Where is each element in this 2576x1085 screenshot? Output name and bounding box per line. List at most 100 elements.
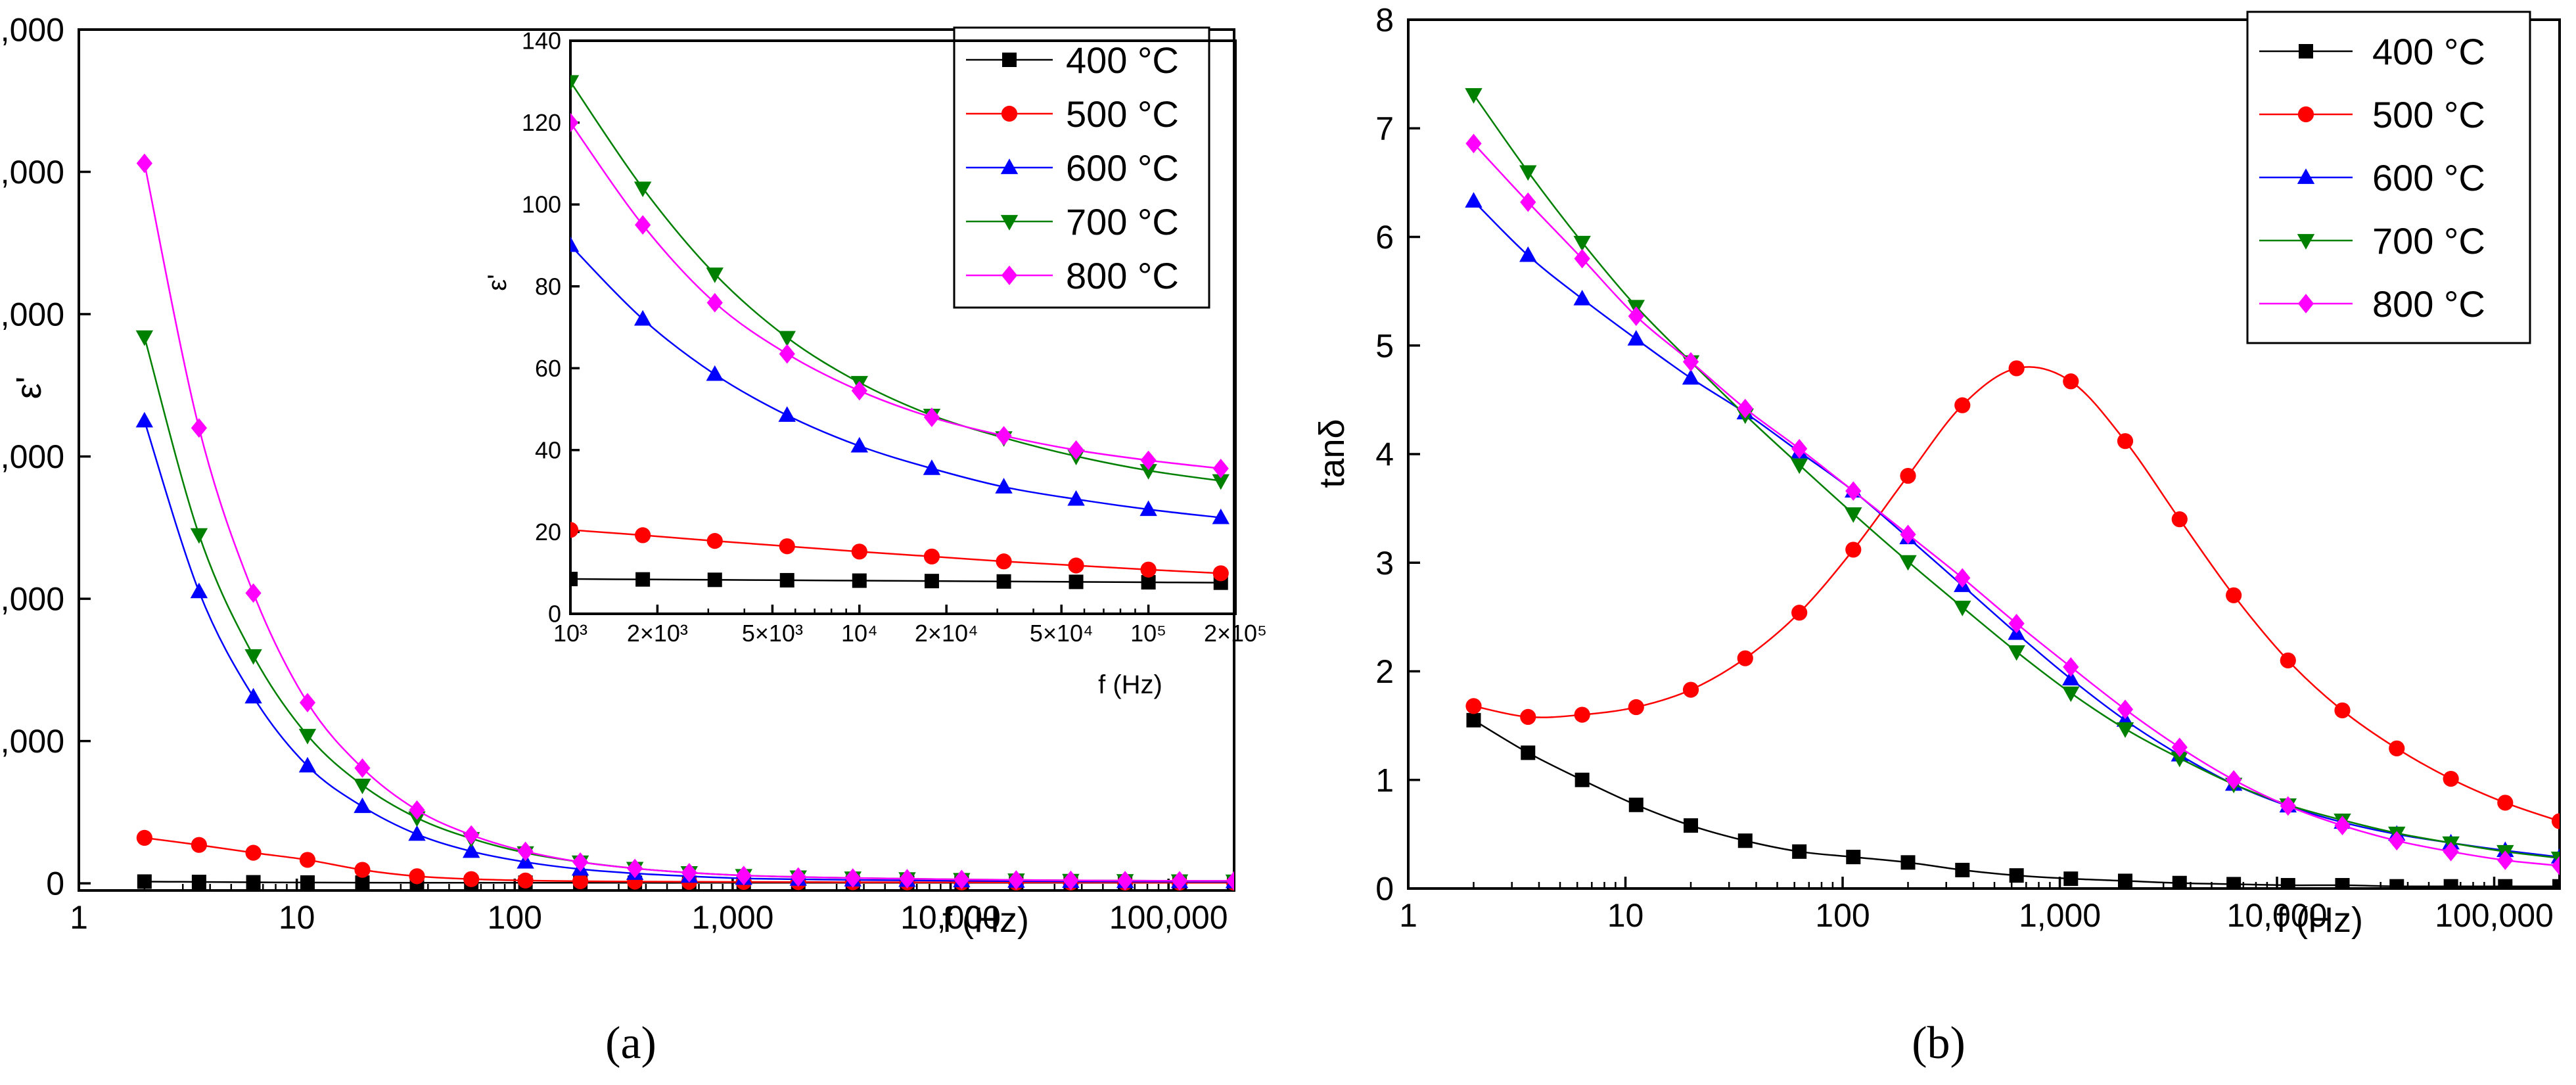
a-main-legend-label-800c: 800 °C xyxy=(1066,255,1179,296)
b-main-series-400c-point xyxy=(2226,877,2242,889)
b-main-series-800c-point xyxy=(1520,192,1536,212)
b-main-legend-marker-400c xyxy=(2299,44,2313,58)
a-inset-series-400c-point xyxy=(779,572,794,588)
a-main-x-tick-label: 10,000 xyxy=(900,899,1001,936)
a-main-series-800c-point xyxy=(790,867,806,887)
a-main-series-400c-point xyxy=(191,875,206,890)
b-main-x-tick-label: 100 xyxy=(1815,897,1870,934)
a-inset-series-500c-point xyxy=(923,548,940,565)
b-main-series-400c-point xyxy=(1846,850,1861,865)
b-main-x-axis-title: f (Hz) xyxy=(2276,900,2363,940)
a-inset-y-tick-label: 20 xyxy=(535,519,561,545)
b-main-series-800c-point xyxy=(2117,699,2134,720)
a-main-x-tick-label: 100,000 xyxy=(1109,899,1228,936)
a-main-legend-marker-600c xyxy=(1000,158,1019,174)
a-inset-x-tick-label: 10⁵ xyxy=(1130,620,1166,647)
a-inset-series-600c-point xyxy=(1067,490,1085,506)
b-main-series-700c-point xyxy=(2008,645,2025,661)
b-main-y-tick-label: 3 xyxy=(1375,545,1394,582)
a-main-series-500c-point xyxy=(354,862,371,878)
a-inset-series-600c-line xyxy=(570,244,1221,519)
a-inset-y-tick-label: 60 xyxy=(535,355,561,382)
b-main-series-700c-point xyxy=(1519,165,1537,181)
b-main-series-800c-point xyxy=(2226,770,2242,790)
a-inset-series-500c-point xyxy=(1140,561,1157,578)
a-main-y-tick-label: 12,000 xyxy=(0,12,64,49)
b-main-series-500c-point xyxy=(2551,813,2560,829)
b-main-series-700c-point xyxy=(1899,555,1917,571)
b-main-series-400c-point xyxy=(2389,879,2404,889)
b-main-series-400c-point xyxy=(2552,879,2560,889)
panel-b-label: (b) xyxy=(1912,1018,1966,1069)
b-main-series-800c-point xyxy=(2280,796,2296,816)
a-inset-y-tick-label: 0 xyxy=(548,601,561,628)
a-main-series-700c-point xyxy=(244,649,262,665)
a-inset-x-tick-label: 2×10³ xyxy=(627,620,688,647)
a-inset-series-400c-point xyxy=(635,572,651,587)
b-main-series-400c-point xyxy=(1955,862,1970,877)
a-main-series-800c-point xyxy=(354,758,371,778)
a-inset-series-700c-point xyxy=(1139,464,1157,480)
panel-a-inset-chart: 10³ 2×10³ 5×10³ 10⁴ 2×10⁴ 5×10⁴ 10⁵ 2×10⁵ 0 20 40 6… xyxy=(483,28,1267,699)
a-main-series-500c-point xyxy=(463,871,480,887)
a-inset-series-600c-point xyxy=(633,310,652,326)
b-main-series-700c-point xyxy=(2062,686,2080,703)
b-main-series-500c-point xyxy=(2334,702,2351,719)
b-main-y-tick-label: 8 xyxy=(1375,2,1394,39)
a-main-legend-label-700c: 700 °C xyxy=(1066,201,1179,242)
a-main-y-tick-label: 8,000 xyxy=(0,296,64,333)
a-inset-y-tick-label: 100 xyxy=(522,191,561,218)
a-main-series-600c-point xyxy=(408,825,426,841)
b-main-series-800c-point xyxy=(1628,306,1644,326)
b-main-x-tick-label: 10,000 xyxy=(2227,897,2328,934)
a-main-series-500c-point xyxy=(136,829,152,846)
a-inset-series-500c-point xyxy=(1212,565,1229,582)
a-inset-series-400c-point xyxy=(852,573,867,588)
b-main-series-500c-point xyxy=(1954,397,1971,413)
b-main-x-tick-label: 1,000 xyxy=(2019,897,2101,934)
a-main-series-600c-line xyxy=(143,421,1234,883)
a-main-series-500c-point xyxy=(245,844,262,861)
b-main-series-400c-point xyxy=(2498,879,2513,889)
a-inset-series-800c-point xyxy=(1068,440,1084,460)
a-inset-series-500c-line xyxy=(570,529,1221,574)
b-main-series-800c-point xyxy=(2008,613,2025,634)
a-main-series-800c-point xyxy=(1008,870,1024,890)
a-main-series-800c-point xyxy=(1116,871,1134,890)
b-main-series-800c-point xyxy=(2551,856,2560,876)
b-main-series-800c-point xyxy=(2497,850,2514,870)
b-main-series-500c-point xyxy=(2389,740,2405,756)
a-inset-y-tick-label: 140 xyxy=(522,28,561,55)
a-main-series-800c-point xyxy=(463,825,480,845)
a-inset-series-400c-line xyxy=(570,578,1221,584)
b-main-series-400c-point xyxy=(2172,875,2187,889)
a-main-series-500c-point xyxy=(572,873,589,890)
a-inset-series-600c-point xyxy=(850,436,869,453)
b-main-series-700c-point xyxy=(1573,235,1591,252)
a-inset-x-tick-label: 5×10³ xyxy=(742,620,803,647)
b-main-legend-label-800c: 800 °C xyxy=(2372,283,2485,325)
b-main-series-400c-point xyxy=(1628,797,1644,812)
a-inset-series-800c-point xyxy=(570,112,579,133)
b-main-series-800c-point xyxy=(1845,481,1862,501)
b-main-series-800c-point xyxy=(2063,657,2079,677)
a-main-y-tick-label: 0 xyxy=(46,866,64,902)
a-inset-y-tick-label: 120 xyxy=(522,109,561,136)
b-main-x-tick-label: 10 xyxy=(1607,897,1644,934)
a-inset-series-400c-point xyxy=(570,572,578,587)
b-main-legend-marker-500c xyxy=(2297,106,2314,123)
b-main-series-500c-point xyxy=(1791,605,1808,621)
b-main-series-400c-point xyxy=(2063,871,2079,887)
b-main-series-600c-point xyxy=(1519,246,1537,262)
a-main-series-800c-point xyxy=(627,858,643,879)
a-inset-series-800c-line xyxy=(570,122,1221,470)
b-main-legend-marker-700c xyxy=(2297,234,2315,250)
a-main-legend-marker-400c xyxy=(1002,53,1017,67)
b-main-series-500c-point xyxy=(2226,587,2242,603)
a-main-series-600c-point xyxy=(190,582,208,599)
b-main-y-tick-label: 7 xyxy=(1375,110,1394,147)
b-main-series-800c-point xyxy=(1791,438,1808,459)
a-main-x-tick-label: 1 xyxy=(70,899,88,936)
b-main-series-500c-point xyxy=(1574,706,1590,723)
a-inset-x-axis-title: f (Hz) xyxy=(1098,670,1162,699)
